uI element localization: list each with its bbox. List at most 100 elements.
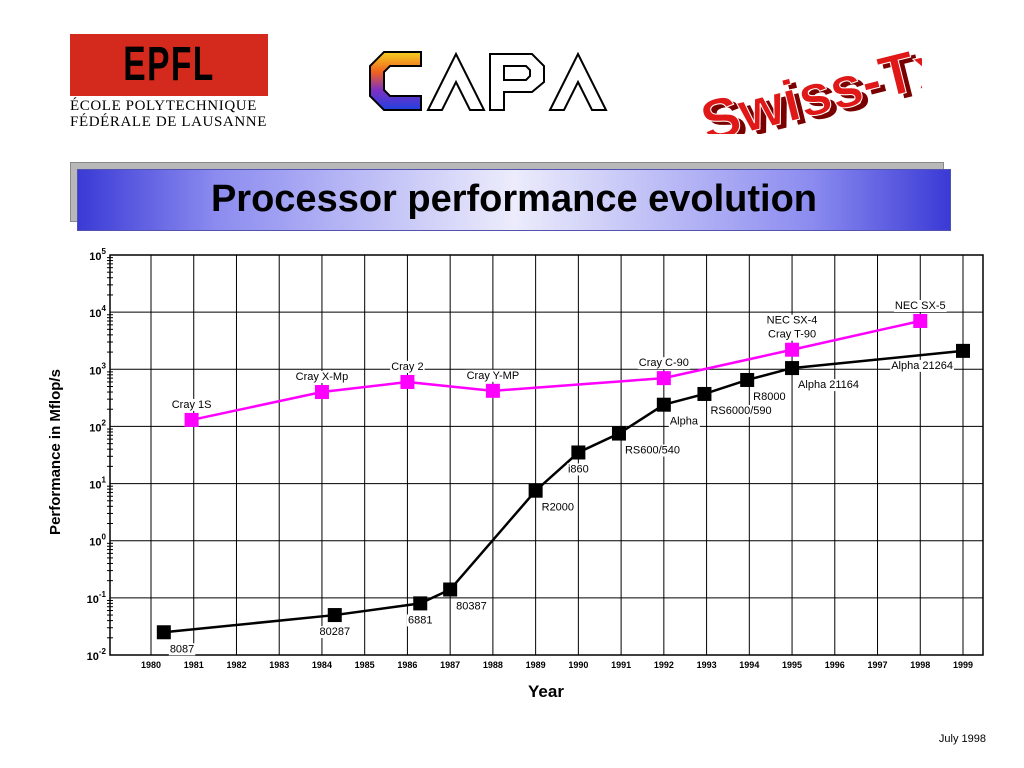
data-label-background bbox=[540, 501, 576, 514]
y-tick-label: 100 bbox=[89, 533, 106, 549]
data-label-background bbox=[455, 600, 488, 613]
data-label: 8087 bbox=[170, 643, 194, 655]
data-label: 80387 bbox=[456, 601, 487, 613]
slide-title: Processor performance evolution bbox=[210, 178, 818, 220]
data-point bbox=[697, 386, 712, 401]
data-label: Cray Y-MP bbox=[467, 370, 520, 382]
y-tick-label: 101 bbox=[89, 476, 106, 492]
data-point bbox=[413, 596, 428, 611]
data-label: R8000 bbox=[753, 391, 785, 403]
swisstx-logo: Swiss-Tx Swiss-Tx bbox=[694, 31, 922, 134]
chart-grid bbox=[107, 255, 983, 655]
y-axis-label: Performance in Mflop/s bbox=[47, 369, 64, 535]
x-tick-labels: 1980 1981 1982 1983 1984 1985 1986 1987 1988 1989… bbox=[141, 660, 973, 670]
data-point bbox=[400, 374, 415, 389]
x-tick-label: 1986 bbox=[397, 660, 417, 670]
y-tick-label: 10-1 bbox=[87, 590, 107, 606]
data-point bbox=[327, 608, 342, 623]
data-label-background bbox=[170, 398, 213, 411]
data-point bbox=[740, 372, 755, 387]
data-label: NEC SX-5 bbox=[895, 300, 946, 312]
chart-series: 8087 80287 6881 80387 R2000 i860 RS600/540 Alph… bbox=[156, 299, 970, 656]
epfl-name-line1: ÉCOLE POLYTECHNIQUE bbox=[70, 98, 257, 114]
x-tick-label: 1988 bbox=[483, 660, 503, 670]
data-label: Cray X-Mp bbox=[296, 371, 349, 383]
x-tick-label: 1980 bbox=[141, 660, 161, 670]
capa-letter-a1 bbox=[426, 51, 486, 111]
y-tick-label: 103 bbox=[89, 361, 106, 377]
series-line bbox=[163, 349, 964, 634]
data-point bbox=[656, 371, 671, 386]
data-label: 80287 bbox=[319, 626, 350, 638]
data-point bbox=[184, 412, 199, 427]
data-label-background bbox=[765, 314, 819, 341]
x-tick-label: 1989 bbox=[526, 660, 546, 670]
data-point bbox=[528, 483, 543, 498]
data-point bbox=[571, 445, 586, 460]
data-label-background bbox=[797, 379, 861, 392]
data-label: R2000 bbox=[542, 502, 574, 514]
data-label-background bbox=[294, 371, 350, 384]
data-label: Cray C-90 bbox=[639, 357, 689, 369]
data-label: Alpha 21264 bbox=[891, 360, 953, 372]
data-label-background bbox=[390, 360, 425, 373]
data-point bbox=[785, 361, 800, 376]
data-label-background bbox=[465, 369, 521, 382]
data-label-background bbox=[752, 390, 787, 403]
y-tick-label: 105 bbox=[89, 247, 106, 263]
y-tick-labels: 10-2 10-1 100 101 102 103 104 105 bbox=[87, 247, 107, 663]
footer-date: July 1998 bbox=[938, 733, 986, 745]
data-point bbox=[956, 343, 970, 358]
y-tick-label: 102 bbox=[89, 418, 106, 434]
data-label: Cray 2 bbox=[391, 361, 423, 373]
plot-area-border bbox=[109, 254, 984, 656]
data-label: i860 bbox=[568, 463, 589, 475]
data-label: Alpha bbox=[670, 416, 699, 428]
y-tick-label: 10-2 bbox=[87, 647, 107, 663]
data-label-background bbox=[168, 643, 196, 656]
data-point bbox=[656, 397, 671, 412]
x-tick-label: 1985 bbox=[355, 660, 375, 670]
data-label-background bbox=[637, 357, 690, 370]
data-point bbox=[314, 385, 329, 400]
epfl-name-line2: FÉDÉRALE DE LAUSANNE bbox=[70, 114, 267, 130]
x-tick-label: 1981 bbox=[184, 660, 204, 670]
capa-logo bbox=[369, 51, 608, 111]
data-label: RS6000/590 bbox=[710, 405, 771, 417]
data-label-background bbox=[318, 626, 352, 639]
x-tick-label: 1984 bbox=[312, 660, 332, 670]
x-tick-label: 1994 bbox=[739, 660, 759, 670]
epfl-logo-mark: EPFL bbox=[123, 38, 215, 91]
x-tick-label: 1982 bbox=[226, 660, 246, 670]
x-tick-label: 1999 bbox=[953, 660, 973, 670]
data-label: Cray 1S bbox=[172, 399, 212, 411]
data-point bbox=[156, 625, 171, 640]
y-tick-label: 104 bbox=[89, 304, 106, 320]
data-label-background bbox=[890, 359, 954, 372]
x-tick-label: 1998 bbox=[910, 660, 930, 670]
data-label: RS600/540 bbox=[625, 445, 680, 457]
x-tick-label: 1987 bbox=[440, 660, 460, 670]
data-label-background bbox=[623, 444, 682, 457]
x-tick-label: 1995 bbox=[782, 660, 802, 670]
data-point bbox=[611, 426, 626, 441]
x-tick-label: 1997 bbox=[868, 660, 888, 670]
data-label-background bbox=[668, 415, 700, 428]
data-label: NEC SX-4 Cray T-90 bbox=[767, 315, 818, 341]
x-tick-label: 1990 bbox=[568, 660, 588, 670]
epfl-logo-block bbox=[70, 34, 268, 96]
data-label: Alpha 21164 bbox=[798, 379, 859, 391]
epfl-logo: EPFL ÉCOLE POLYTECHNIQUE FÉDÉRALE DE LAU… bbox=[70, 34, 270, 134]
x-tick-label: 1983 bbox=[269, 660, 289, 670]
data-point bbox=[443, 582, 458, 597]
data-label-background bbox=[406, 614, 434, 627]
data-label-background bbox=[893, 299, 947, 312]
data-label-background bbox=[709, 404, 773, 417]
data-point bbox=[785, 342, 800, 357]
data-label: 6881 bbox=[408, 614, 432, 626]
data-point bbox=[913, 313, 928, 328]
title-banner: Processor performance evolution bbox=[77, 169, 951, 231]
data-point bbox=[485, 383, 500, 398]
capa-letter-c bbox=[369, 51, 422, 111]
capa-letter-a2 bbox=[548, 51, 608, 111]
